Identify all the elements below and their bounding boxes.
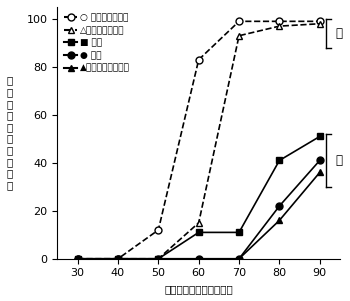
Text: 低: 低 [336, 154, 343, 167]
Text: 高: 高 [336, 27, 343, 40]
Legend: ○ サニールージュ, △ネオマスカット, ■ 巨峰, ● 陽峰, ▲キャンベルアーリ: ○ サニールージュ, △ネオマスカット, ■ 巨峰, ● 陽峰, ▲キャンベルア… [62, 11, 132, 75]
Y-axis label: 晩
腐
病
発
病
果
率
（
％
）: 晩 腐 病 発 病 果 率 （ ％ ） [7, 76, 13, 190]
X-axis label: 満開後の経過日数（日）: 満開後の経過日数（日） [164, 284, 233, 294]
